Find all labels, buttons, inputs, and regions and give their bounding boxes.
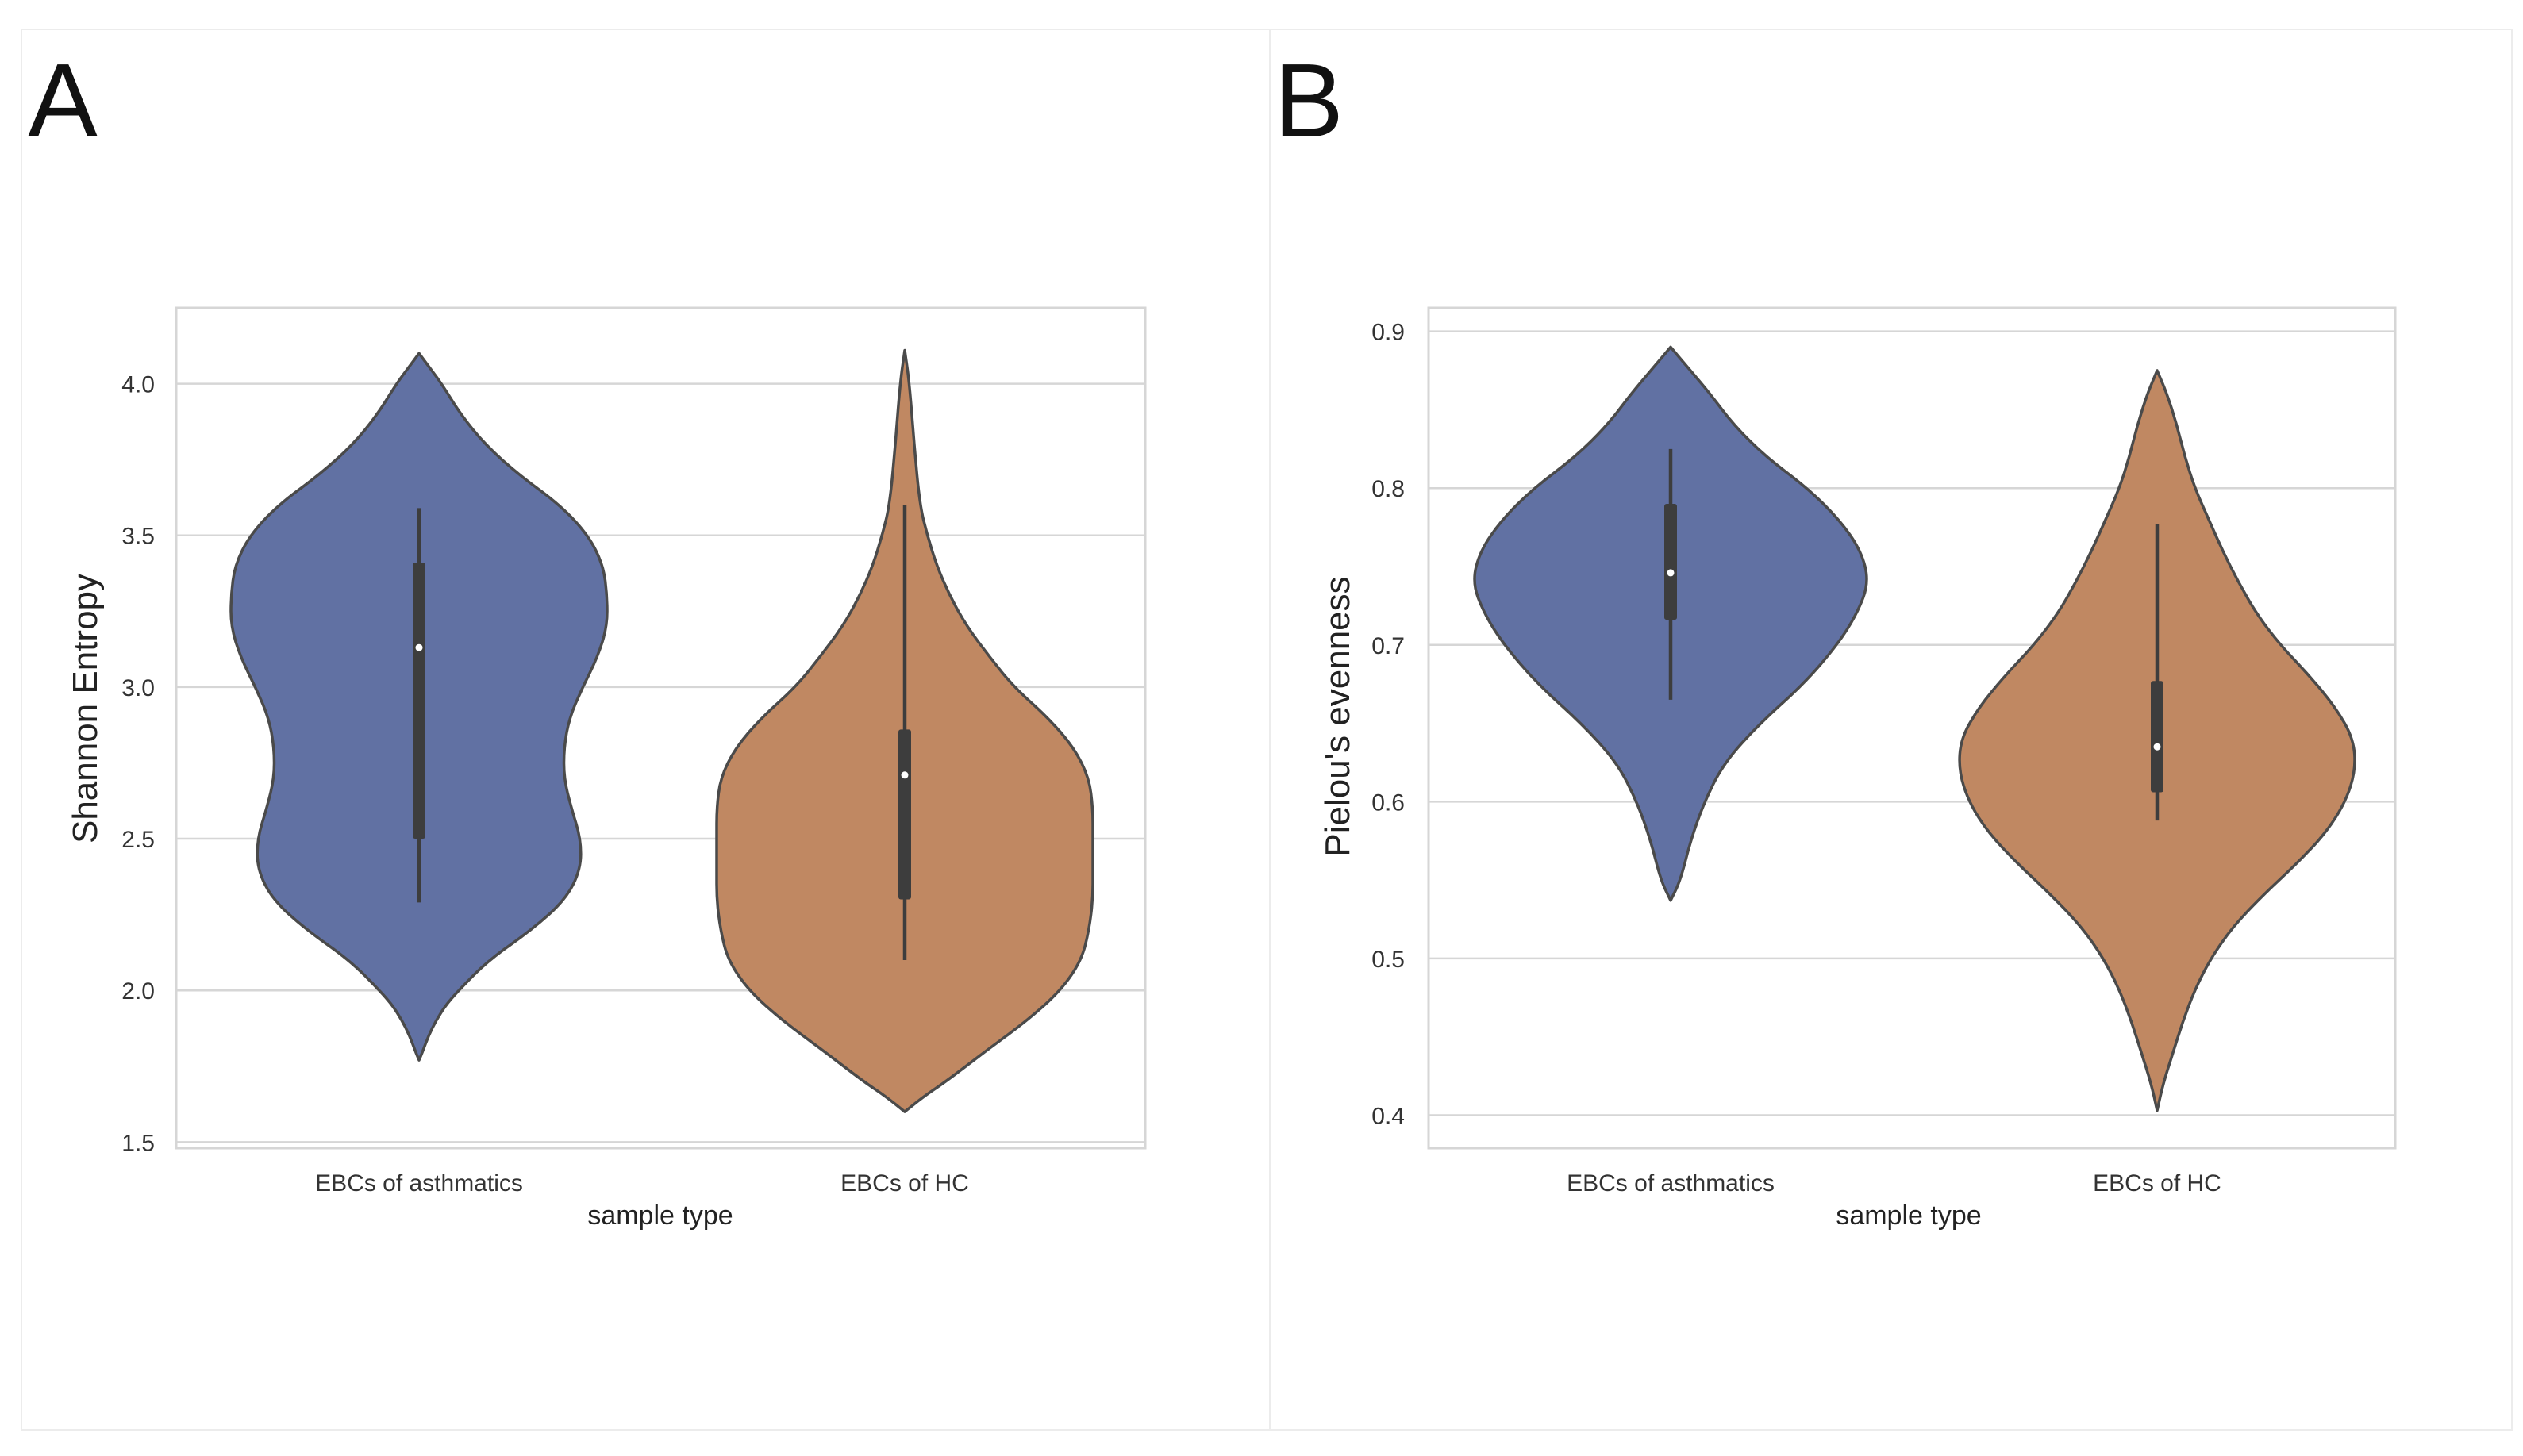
x-tick-label: EBCs of HC	[840, 1170, 969, 1197]
y-tick-label: 2.5	[121, 827, 155, 853]
panel-b-letter: B	[1274, 42, 1344, 159]
interquartile-box	[413, 563, 425, 839]
panel-b-frame	[1269, 29, 2513, 1431]
y-tick-label: 0.5	[1371, 947, 1405, 973]
interquartile-box	[1664, 503, 1677, 620]
x-tick-label: EBCs of HC	[2093, 1170, 2221, 1197]
x-axis-label: sample type	[587, 1201, 733, 1231]
x-tick-label: EBCs of asthmatics	[315, 1170, 523, 1197]
panel-a-letter: A	[28, 42, 98, 159]
y-tick-label: 0.8	[1371, 476, 1405, 502]
interquartile-box	[898, 729, 911, 900]
y-tick-label: 3.5	[121, 524, 155, 550]
y-tick-label: 0.6	[1371, 789, 1405, 816]
plot-area-frame	[175, 306, 1147, 1150]
median-point	[415, 643, 423, 651]
y-axis-label: Pielou's evenness	[1318, 576, 1357, 856]
violin-plot-shannon-entropy: 1.5 2.0 2.5 3.0 3.5 4.0 EBCs of asthmatics EBCs…	[121, 306, 1147, 1197]
interquartile-box	[2151, 681, 2163, 793]
x-axis-label: sample type	[1836, 1201, 1981, 1231]
violin-plot-pielou-evenness: 0.4 0.5 0.6 0.7 0.8 0.9 EBCs of asthmatics EBCs…	[1371, 306, 2397, 1197]
y-tick-label: 1.5	[121, 1130, 155, 1156]
y-tick-label: 0.4	[1371, 1104, 1405, 1130]
y-axis-label: Shannon Entropy	[66, 574, 105, 843]
median-point	[1667, 569, 1675, 577]
y-tick-label: 3.0	[121, 675, 155, 701]
y-tick-label: 2.0	[121, 978, 155, 1005]
median-point	[901, 771, 909, 779]
y-tick-label: 0.9	[1371, 320, 1405, 346]
plot-area-frame	[1427, 306, 2397, 1150]
y-tick-label: 4.0	[121, 372, 155, 398]
y-tick-label: 0.7	[1371, 633, 1405, 659]
median-point	[2153, 743, 2161, 751]
x-tick-label: EBCs of asthmatics	[1567, 1170, 1775, 1197]
